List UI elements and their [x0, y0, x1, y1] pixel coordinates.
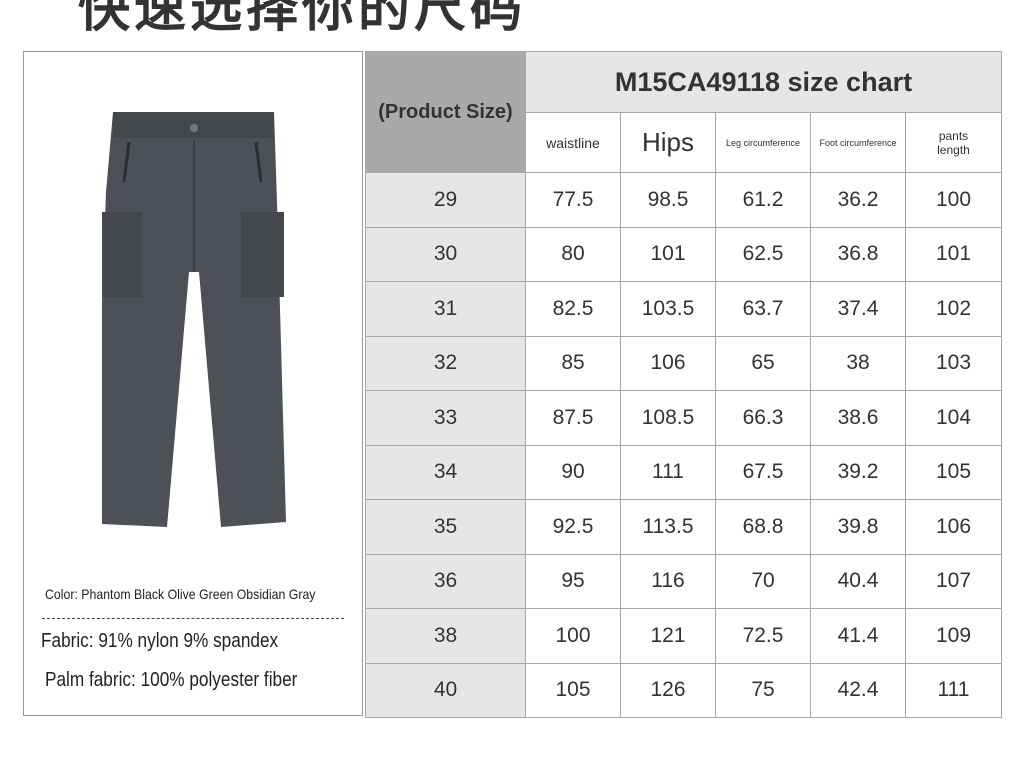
size-table: (Product Size) M15CA49118 size chart waist… — [365, 51, 1002, 718]
measure-cell: 39.2 — [811, 445, 906, 500]
measure-cell: 111 — [621, 445, 716, 500]
size-cell: 38 — [366, 609, 526, 664]
heading: 快速选择你的尺码 — [78, 0, 527, 38]
measure-cell: 108.5 — [621, 391, 716, 446]
measure-cell: 38.6 — [811, 391, 906, 446]
measure-cell: 36.8 — [811, 227, 906, 282]
measure-cell: 87.5 — [526, 391, 621, 446]
measure-cell: 101 — [621, 227, 716, 282]
size-header: (Product Size) — [366, 52, 526, 173]
measure-cell: 101 — [906, 227, 1002, 282]
column-header: waistline — [526, 113, 621, 173]
measure-cell: 72.5 — [716, 609, 811, 664]
pants-image — [102, 112, 286, 527]
measure-cell: 95 — [526, 554, 621, 609]
measure-cell: 39.8 — [811, 500, 906, 555]
size-cell: 36 — [366, 554, 526, 609]
measure-cell: 67.5 — [716, 445, 811, 500]
size-cell: 34 — [366, 445, 526, 500]
measure-cell: 41.4 — [811, 609, 906, 664]
measure-cell: 107 — [906, 554, 1002, 609]
size-cell: 33 — [366, 391, 526, 446]
color-info: Color: Phantom Black Olive Green Obsidia… — [45, 586, 316, 602]
measure-cell: 37.4 — [811, 282, 906, 337]
measure-cell: 90 — [526, 445, 621, 500]
divider — [42, 618, 344, 619]
measure-cell: 105 — [906, 445, 1002, 500]
measure-cell: 109 — [906, 609, 1002, 664]
size-cell: 31 — [366, 282, 526, 337]
size-cell: 40 — [366, 663, 526, 718]
product-panel: Color: Phantom Black Olive Green Obsidia… — [23, 51, 363, 716]
size-cell: 30 — [366, 227, 526, 282]
measure-cell: 40.4 — [811, 554, 906, 609]
table-title: M15CA49118 size chart — [526, 52, 1002, 113]
measure-cell: 100 — [906, 173, 1002, 228]
measure-cell: 102 — [906, 282, 1002, 337]
measure-cell: 68.8 — [716, 500, 811, 555]
measure-cell: 106 — [621, 336, 716, 391]
measure-cell: 100 — [526, 609, 621, 664]
measure-cell: 62.5 — [716, 227, 811, 282]
column-header: pants length — [906, 113, 1002, 173]
measure-cell: 92.5 — [526, 500, 621, 555]
measure-cell: 61.2 — [716, 173, 811, 228]
measure-cell: 77.5 — [526, 173, 621, 228]
measure-cell: 103 — [906, 336, 1002, 391]
measure-cell: 111 — [906, 663, 1002, 718]
measure-cell: 106 — [906, 500, 1002, 555]
palm-fabric-info: Palm fabric: 100% polyester fiber — [45, 669, 298, 691]
measure-cell: 98.5 — [621, 173, 716, 228]
column-header: Foot circumference — [811, 113, 906, 173]
measure-cell: 65 — [716, 336, 811, 391]
measure-cell: 63.7 — [716, 282, 811, 337]
measure-cell: 103.5 — [621, 282, 716, 337]
measure-cell: 42.4 — [811, 663, 906, 718]
fabric-info: Fabric: 91% nylon 9% spandex — [41, 630, 279, 652]
measure-cell: 36.2 — [811, 173, 906, 228]
measure-cell: 75 — [716, 663, 811, 718]
size-cell: 32 — [366, 336, 526, 391]
measure-cell: 113.5 — [621, 500, 716, 555]
column-header: Leg circumference — [716, 113, 811, 173]
measure-cell: 104 — [906, 391, 1002, 446]
measure-cell: 70 — [716, 554, 811, 609]
measure-cell: 126 — [621, 663, 716, 718]
measure-cell: 82.5 — [526, 282, 621, 337]
measure-cell: 66.3 — [716, 391, 811, 446]
measure-cell: 116 — [621, 554, 716, 609]
measure-cell: 85 — [526, 336, 621, 391]
measure-cell: 105 — [526, 663, 621, 718]
column-header: Hips — [621, 113, 716, 173]
measure-cell: 121 — [621, 609, 716, 664]
size-cell: 29 — [366, 173, 526, 228]
measure-cell: 38 — [811, 336, 906, 391]
size-cell: 35 — [366, 500, 526, 555]
measure-cell: 80 — [526, 227, 621, 282]
